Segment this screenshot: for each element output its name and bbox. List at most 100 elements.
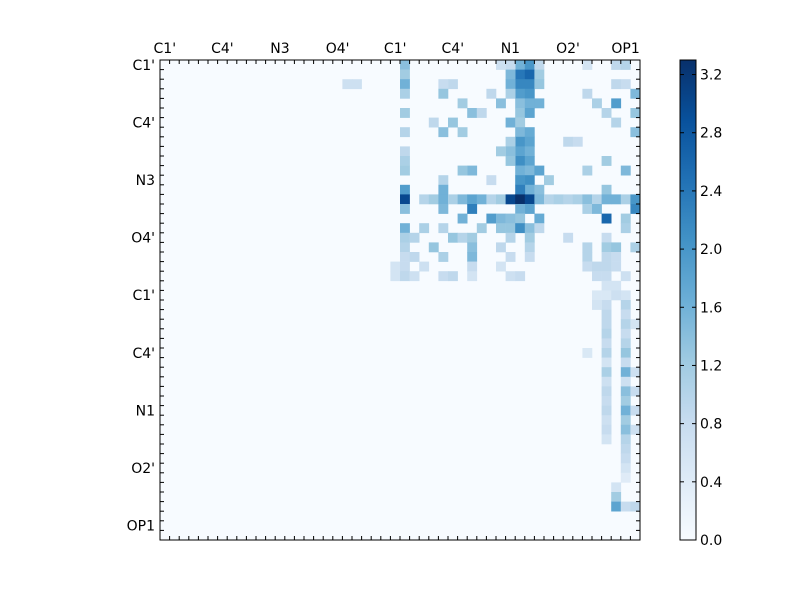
heatmap-cell — [467, 232, 478, 243]
x-tick-label: OP1 — [611, 41, 639, 57]
heatmap-cell — [515, 88, 526, 99]
y-tick-label: N1 — [136, 403, 155, 419]
heatmap-cell — [524, 156, 535, 166]
heatmap-cell — [400, 223, 410, 234]
heatmap-cell — [467, 271, 478, 282]
heatmap-cell — [524, 98, 535, 109]
heatmap-cell — [620, 328, 631, 339]
heatmap-cell — [409, 271, 420, 282]
heatmap-cell — [611, 79, 622, 90]
heatmap-cell — [620, 338, 631, 349]
heatmap-cell — [400, 242, 410, 253]
heatmap-cell — [630, 386, 641, 397]
heatmap-cell — [572, 194, 583, 205]
y-tick-label: C1' — [132, 58, 155, 74]
heatmap-cell — [505, 156, 516, 166]
heatmap-cell — [515, 69, 526, 80]
heatmap-cell — [467, 252, 478, 262]
x-tick-label: O4' — [326, 41, 350, 57]
heatmap-cell — [400, 252, 410, 262]
heatmap-cell — [438, 79, 449, 90]
heatmap-cell — [400, 165, 410, 176]
heatmap-cell — [505, 146, 516, 157]
heatmap-cell — [601, 232, 612, 243]
minor-ticks — [159, 59, 641, 541]
heatmap-cell — [630, 204, 641, 214]
heatmap-cell — [534, 165, 545, 176]
heatmap-cell — [515, 184, 526, 195]
heatmap-cell — [630, 127, 641, 138]
heatmap-cell — [563, 194, 574, 205]
heatmap-cell — [524, 127, 535, 138]
heatmap-cell — [448, 79, 458, 90]
heatmap-cell — [630, 88, 641, 99]
heatmap-cell — [611, 280, 622, 291]
heatmap-cell — [409, 252, 420, 262]
heatmap-cell — [505, 136, 516, 147]
heatmap-cell — [601, 376, 612, 387]
heatmap-cell — [486, 213, 497, 224]
heatmap-cell — [467, 261, 478, 272]
heatmap-cell — [601, 261, 612, 272]
heatmap-cell — [601, 290, 612, 301]
heatmap-cell — [620, 300, 631, 310]
heatmap-cell — [400, 108, 410, 118]
x-tick-label: C4' — [211, 41, 234, 57]
colorbar-tick-label: 2.0 — [700, 242, 722, 258]
heatmap-cell — [630, 424, 641, 435]
heatmap-cell — [601, 319, 612, 330]
heatmap-cell — [457, 165, 468, 176]
heatmap-cell — [601, 280, 612, 291]
heatmap-cell — [428, 242, 439, 253]
heatmap-cell — [620, 472, 631, 483]
heatmap-cell — [515, 136, 526, 147]
heatmap-cell — [601, 396, 612, 406]
heatmap-cell — [438, 127, 449, 138]
heatmap-cell — [400, 232, 410, 243]
heatmap-cell — [582, 242, 593, 253]
heatmap-cell — [438, 175, 449, 186]
x-tick-labels: C1' C4' N3 O4' C1' C4' N1 O2' OP1 — [154, 41, 640, 57]
heatmap-cell — [400, 194, 410, 205]
heatmap-cell — [457, 213, 468, 224]
colorbar-tick-label: 3.2 — [700, 68, 722, 84]
heatmap-cell — [620, 194, 631, 205]
heatmap-cell — [505, 60, 516, 70]
heatmap-cell — [524, 242, 535, 253]
heatmap-cell — [505, 194, 516, 205]
heatmap-cell — [515, 108, 526, 118]
heatmap-cell — [620, 79, 631, 90]
heatmap-cell — [620, 213, 631, 224]
heatmap-cell — [630, 367, 641, 378]
heatmap-cell — [582, 204, 593, 214]
y-tick-label: OP1 — [127, 519, 155, 535]
heatmap-cell — [601, 242, 612, 253]
heatmap-cell — [505, 252, 516, 262]
heatmap-cell — [438, 88, 449, 99]
y-tick-label: C1' — [132, 288, 155, 304]
heatmap-cell — [592, 290, 602, 301]
heatmap-cell — [611, 242, 622, 253]
heatmap-cell — [601, 434, 612, 445]
heatmap-cell — [611, 482, 622, 493]
heatmap-cell — [390, 271, 401, 282]
heatmap-cell — [457, 232, 468, 243]
heatmap-cell — [534, 223, 545, 234]
heatmap-cell — [524, 184, 535, 195]
heatmap-cell — [601, 252, 612, 262]
heatmap-cell — [400, 156, 410, 166]
heatmap-cell — [524, 252, 535, 262]
heatmap-cell — [620, 396, 631, 406]
heatmap-cell — [467, 204, 478, 214]
heatmap-cell — [620, 367, 631, 378]
heatmap-cell — [409, 232, 420, 243]
heatmap-cell — [400, 79, 410, 90]
x-tick-label: C1' — [154, 41, 177, 57]
heatmap-cell — [438, 184, 449, 195]
heatmap-cell — [620, 501, 631, 512]
heatmap-cell — [620, 357, 631, 368]
heatmap-cell — [476, 108, 487, 118]
heatmap-cell — [496, 223, 506, 234]
heatmap-cell — [611, 98, 622, 109]
heatmap-cell — [476, 223, 487, 234]
